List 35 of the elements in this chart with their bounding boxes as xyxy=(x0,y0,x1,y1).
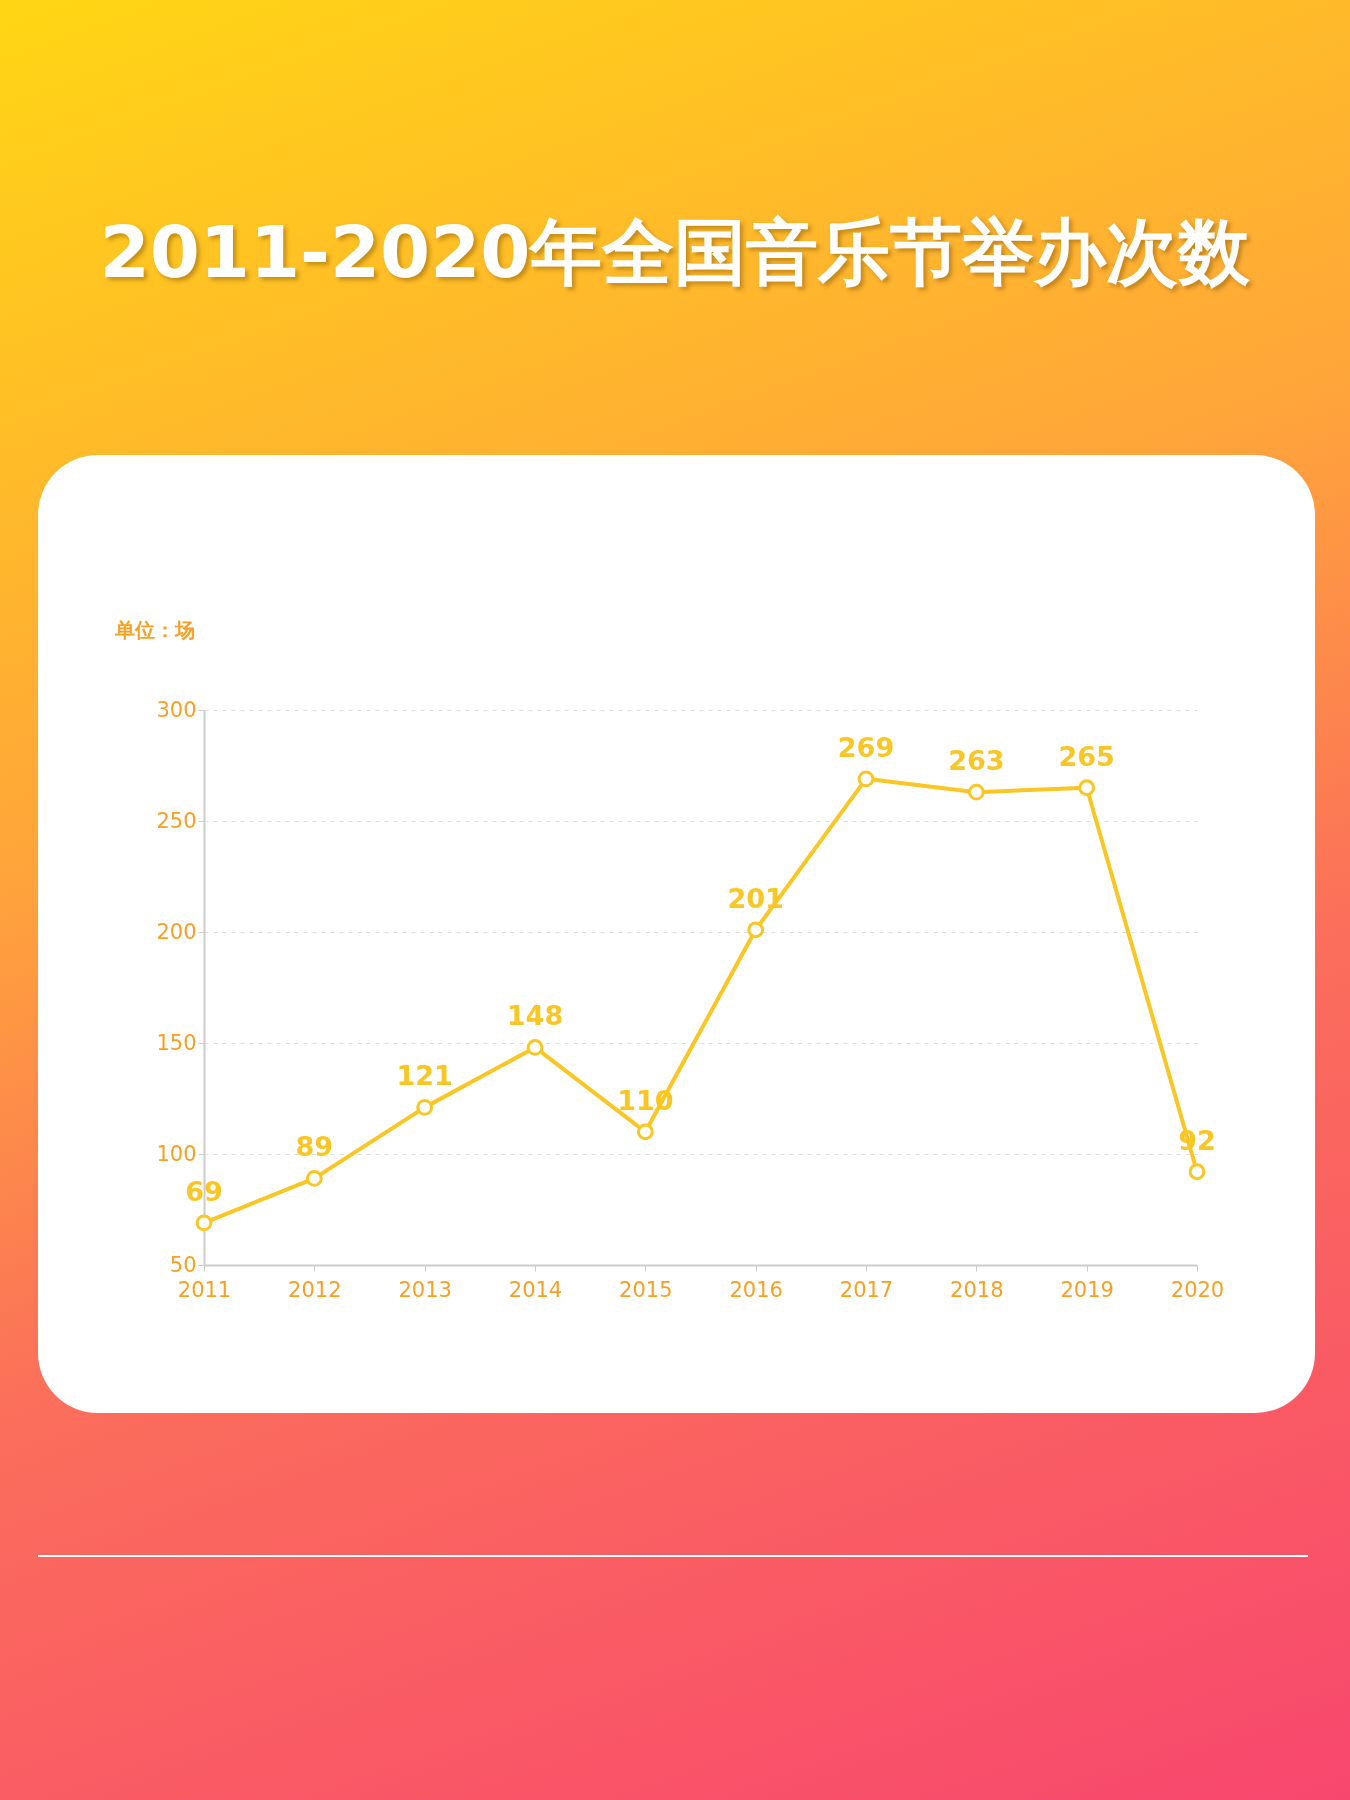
x-tick-label: 2014 xyxy=(508,1277,563,1302)
x-tick-label: 2019 xyxy=(1060,1277,1114,1302)
x-tick-label: 2016 xyxy=(729,1277,783,1302)
y-tick-label: 250 xyxy=(156,808,197,833)
point xyxy=(857,770,875,788)
data-label: 263 xyxy=(948,745,1005,777)
point xyxy=(747,921,765,939)
x-tick-label: 2011 xyxy=(177,1277,232,1302)
y-axis-title: 单位：场 xyxy=(113,617,195,642)
x-tick-label: 2012 xyxy=(288,1277,342,1302)
point xyxy=(1188,1163,1206,1181)
data-label: 265 xyxy=(1058,740,1115,772)
y-tick-label: 200 xyxy=(156,919,197,944)
data-label: 121 xyxy=(396,1060,453,1092)
x-tick-label: 2015 xyxy=(619,1277,673,1302)
x-tick-label: 2020 xyxy=(1170,1277,1225,1302)
point xyxy=(967,783,985,801)
y-tick-label: 100 xyxy=(156,1141,197,1166)
point xyxy=(305,1170,323,1187)
x-tick-label: 2018 xyxy=(950,1277,1004,1302)
data-label: 148 xyxy=(506,1000,564,1032)
x-tick-label: 2013 xyxy=(398,1277,452,1302)
x-tick-label: 2017 xyxy=(839,1277,894,1302)
point xyxy=(526,1039,544,1056)
point xyxy=(636,1123,654,1141)
y-tick-label: 150 xyxy=(156,1030,197,1055)
chart-title: 2011-2020年全国音乐节举办次数 xyxy=(98,209,1252,296)
data-label: 69 xyxy=(185,1175,223,1207)
point xyxy=(1078,779,1096,797)
point xyxy=(195,1214,213,1232)
data-label: 269 xyxy=(837,731,895,763)
y-tick-label: 300 xyxy=(156,697,197,722)
y-tick-label: 50 xyxy=(169,1252,197,1277)
data-label: 89 xyxy=(295,1131,334,1163)
point xyxy=(416,1099,434,1116)
